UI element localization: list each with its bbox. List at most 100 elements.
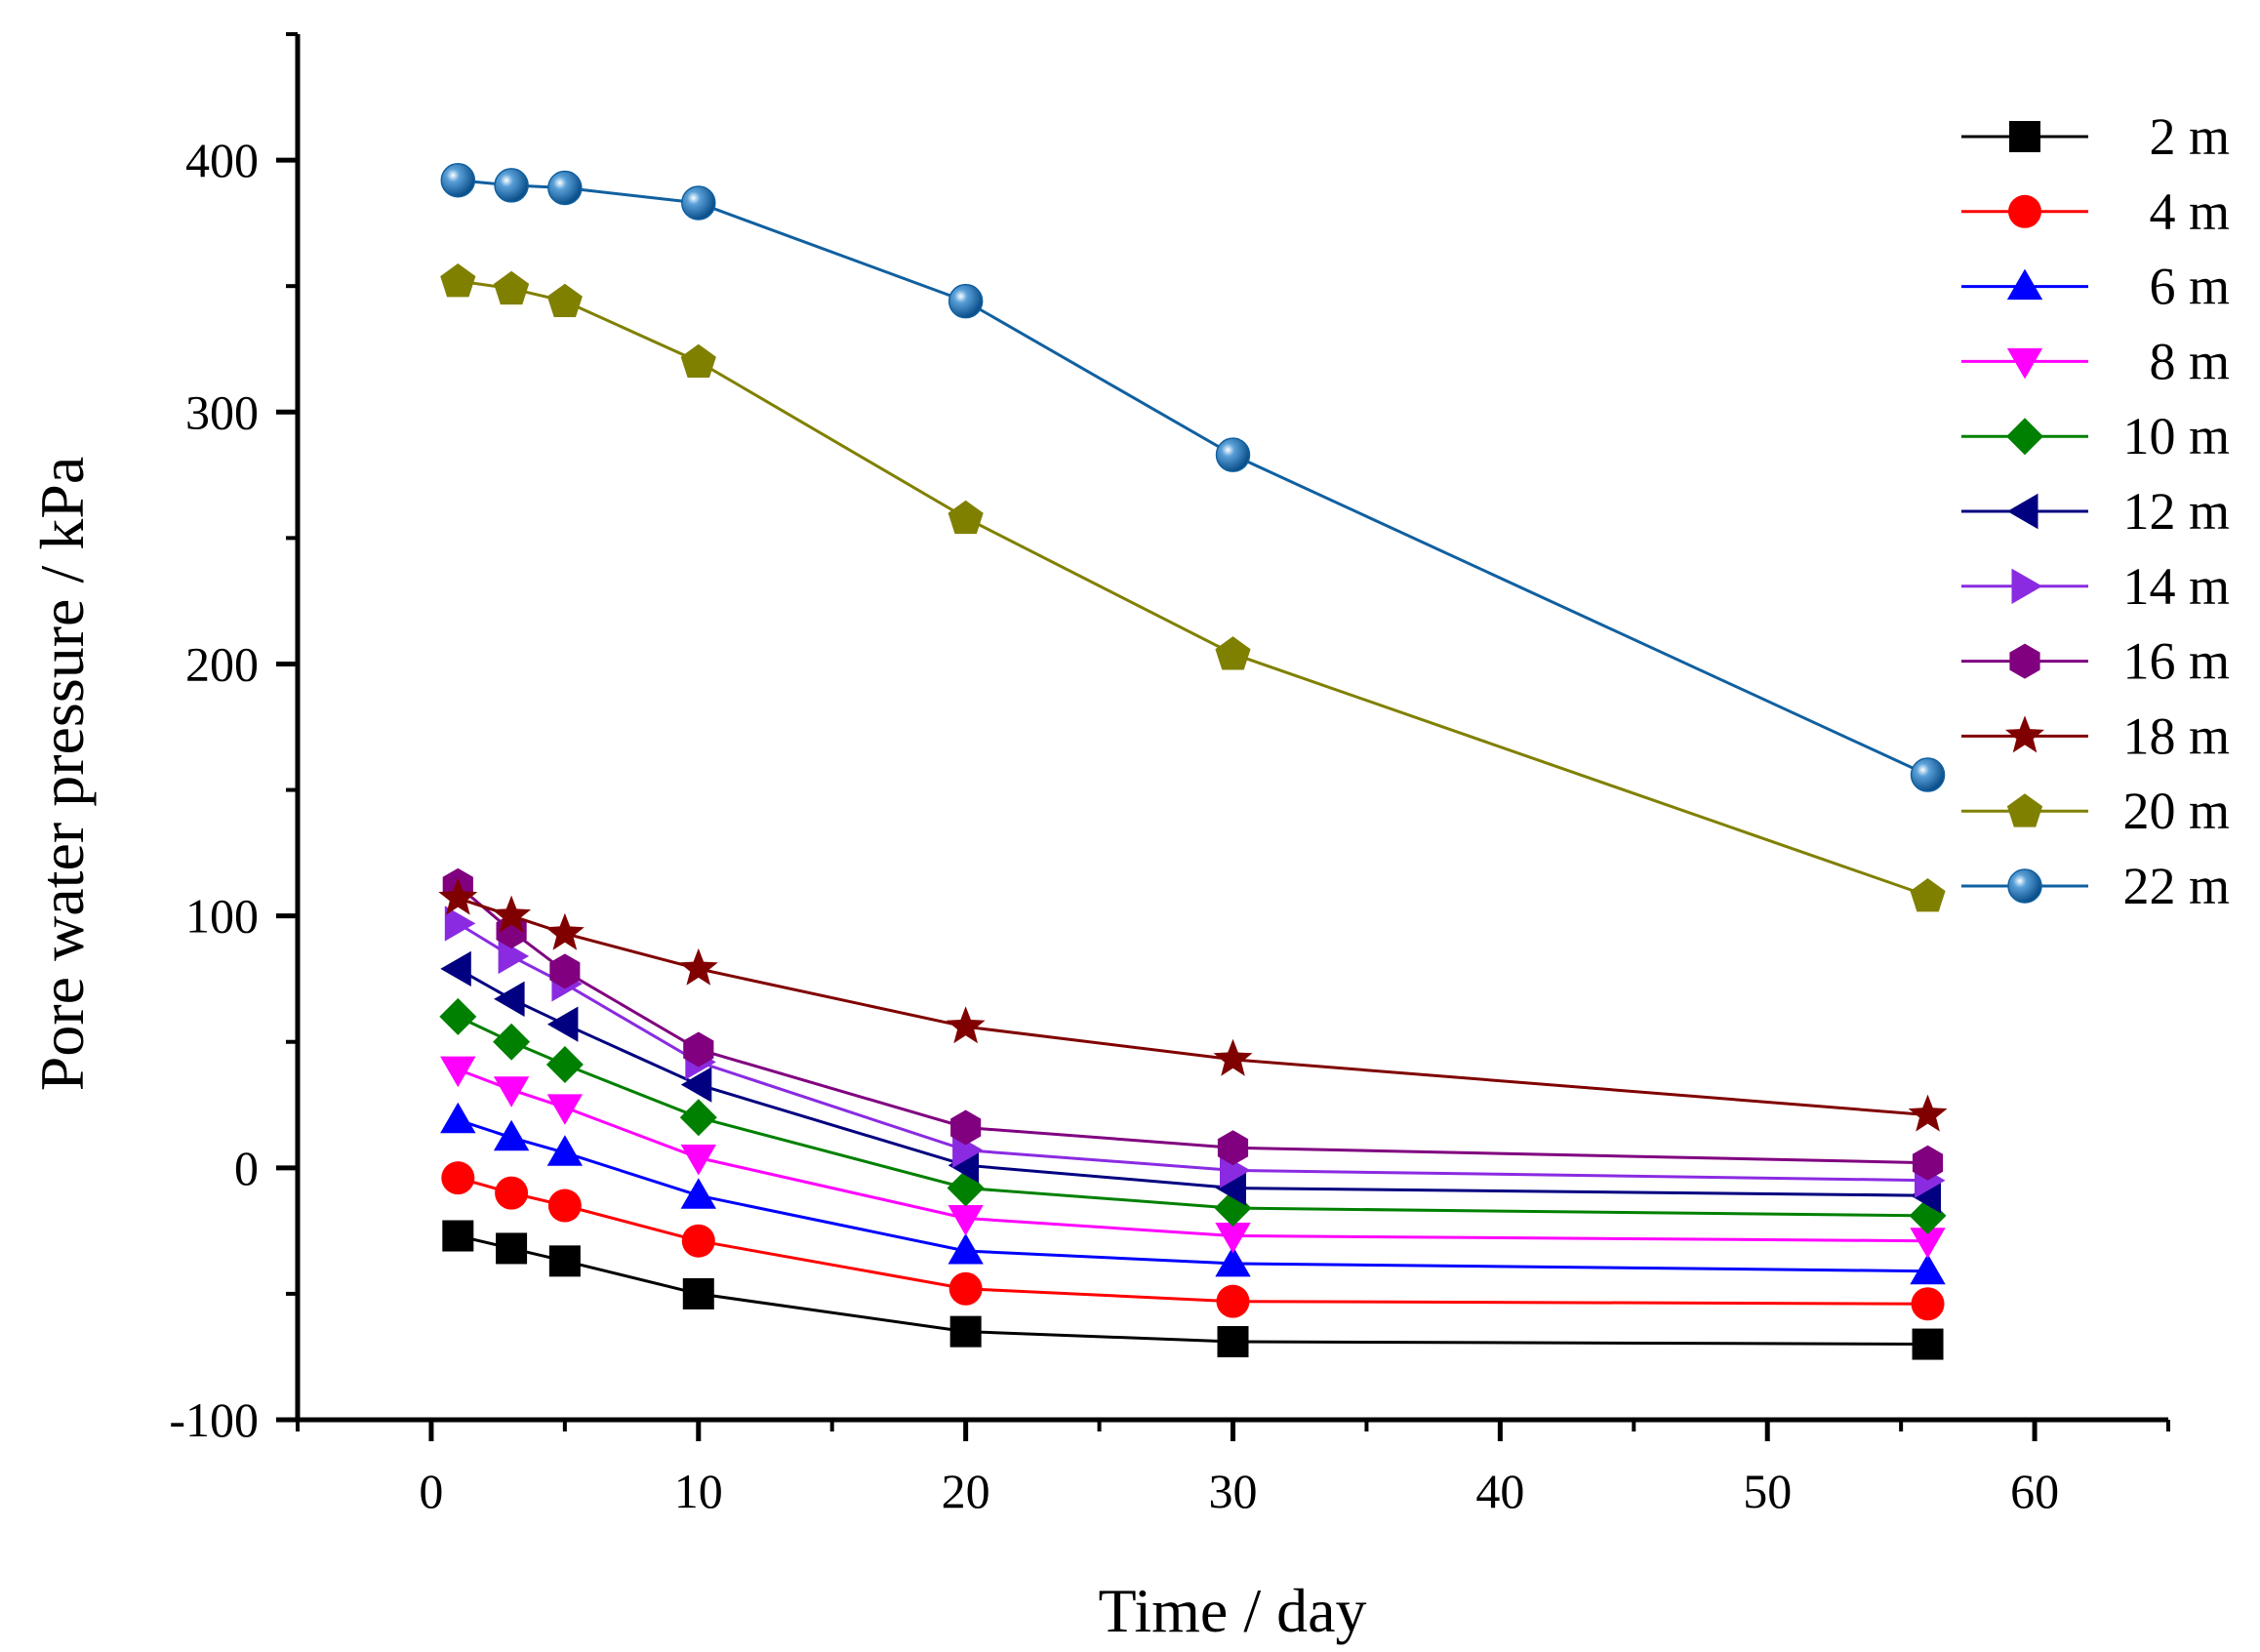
legend-label: 18 m	[2122, 706, 2230, 765]
data-point	[493, 1119, 530, 1151]
data-point	[1910, 1253, 1946, 1285]
data-point	[1215, 1223, 1251, 1254]
data-point	[949, 1315, 982, 1348]
series-16m	[442, 867, 1944, 1181]
legend-marker	[2009, 643, 2040, 679]
data-point	[1215, 1170, 1246, 1206]
data-point	[1216, 1284, 1250, 1318]
y-ticks: -100 0 100 200 300 400	[169, 32, 298, 1447]
series-12m	[440, 950, 1941, 1214]
x-tick-label: 40	[1475, 1464, 1524, 1518]
legend-item: 10 m	[1961, 407, 2230, 465]
x-tick-label: 20	[942, 1464, 990, 1518]
data-point	[680, 343, 716, 378]
legend-marker	[2007, 868, 2042, 904]
data-point	[439, 997, 477, 1035]
series-22m	[440, 162, 1946, 792]
data-point	[681, 185, 716, 221]
data-point	[679, 1099, 717, 1137]
data-point	[1910, 1228, 1946, 1259]
legend-item: 20 m	[1961, 782, 2230, 840]
legend-label: 12 m	[2122, 482, 2230, 541]
data-point	[440, 162, 476, 198]
data-point	[545, 912, 585, 950]
legend-item: 8 m	[1961, 332, 2230, 390]
data-point	[1217, 1325, 1249, 1357]
y-tick-label: 200	[185, 636, 259, 691]
legend-label: 6 m	[2149, 258, 2230, 316]
data-point	[494, 168, 529, 203]
series-line	[457, 967, 1928, 1197]
data-point	[682, 1277, 714, 1310]
data-point	[1215, 1245, 1251, 1277]
legend-marker	[2006, 418, 2043, 456]
series-layer	[438, 162, 1948, 1360]
data-point	[950, 1109, 982, 1146]
x-tick-label: 0	[419, 1464, 443, 1518]
data-point	[442, 1220, 474, 1252]
data-point	[496, 1232, 528, 1265]
data-point	[948, 1233, 984, 1265]
data-point	[1215, 437, 1251, 472]
data-point	[547, 170, 583, 206]
legend-label: 2 m	[2149, 107, 2230, 166]
data-point	[1213, 1038, 1253, 1076]
series-line	[458, 179, 1929, 777]
x-tick-label: 60	[2010, 1464, 2059, 1518]
data-point	[948, 1205, 984, 1236]
legend-item: 18 m	[1961, 706, 2230, 765]
data-point	[1908, 1094, 1948, 1132]
data-point	[438, 877, 478, 915]
series-line	[457, 1176, 1928, 1306]
data-point	[546, 1094, 583, 1125]
series-line	[457, 884, 1928, 1165]
x-ticks: 0 10 20 30 40 50 60	[296, 1420, 2170, 1518]
data-point	[494, 270, 530, 305]
legend-label: 4 m	[2149, 182, 2230, 241]
series-line	[457, 1118, 1928, 1273]
data-point	[680, 1145, 716, 1176]
data-point	[440, 950, 471, 987]
data-point	[440, 1056, 476, 1088]
data-point	[680, 1067, 712, 1103]
series-line	[457, 897, 1928, 1117]
data-point	[547, 1189, 582, 1223]
y-tick-label: 0	[234, 1141, 259, 1195]
data-point	[549, 953, 581, 989]
data-point	[946, 1006, 986, 1044]
legend-item: 6 m	[1961, 258, 2230, 316]
y-tick-label: 100	[185, 889, 259, 944]
data-point	[546, 1135, 583, 1166]
data-point	[1215, 636, 1251, 670]
data-point	[948, 1271, 983, 1306]
data-point	[498, 938, 530, 975]
legend-marker	[2006, 347, 2043, 380]
data-point	[493, 1023, 531, 1061]
data-point	[1910, 757, 1946, 792]
series-line	[457, 1068, 1928, 1243]
legend-marker	[2009, 121, 2040, 152]
series-8m	[440, 1056, 1946, 1259]
series-14m	[444, 906, 1946, 1198]
legend-item: 22 m	[1961, 857, 2230, 915]
series-2m	[442, 1220, 1944, 1360]
legend-item: 14 m	[1961, 557, 2230, 616]
legend-marker	[2011, 568, 2042, 604]
data-point	[1912, 1328, 1944, 1360]
data-point	[493, 1076, 530, 1108]
legend-label: 8 m	[2149, 332, 2230, 390]
legend-label: 22 m	[2122, 857, 2230, 915]
series-10m	[439, 997, 1947, 1234]
legend-label: 10 m	[2122, 407, 2230, 465]
data-point	[680, 1178, 716, 1209]
x-axis-title: Time / day	[1099, 1576, 1367, 1645]
data-point	[492, 895, 532, 933]
data-point	[1217, 1130, 1249, 1166]
series-20m	[440, 263, 1946, 912]
series-line	[457, 922, 1928, 1183]
legend-marker	[2008, 194, 2041, 228]
series-line	[457, 1234, 1928, 1346]
data-point	[545, 1046, 584, 1083]
y-axis-title: Pore water pressure / kPa	[27, 457, 97, 1091]
